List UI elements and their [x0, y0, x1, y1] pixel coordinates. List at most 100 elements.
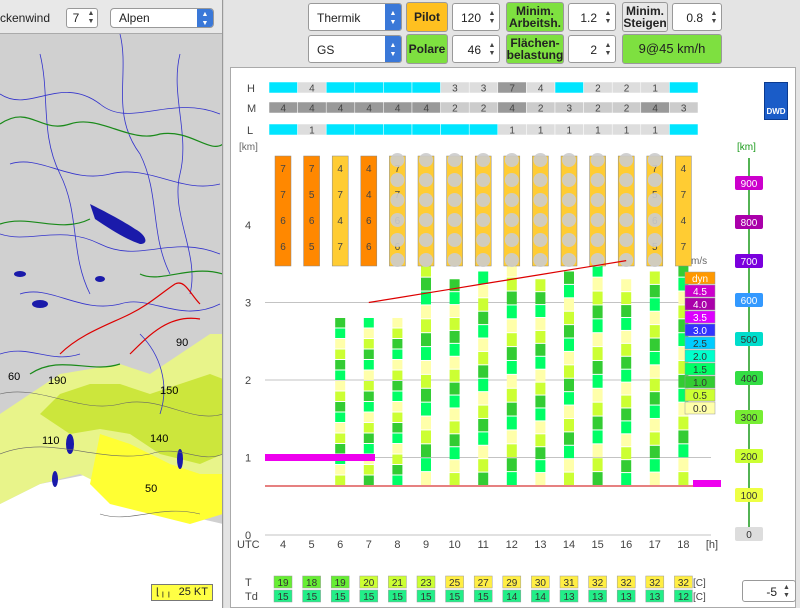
- meteogram: H M L 4 3 3 7 4 2 2 1 4 4 4 4 4 4 2 2 4 2 3 2 2 4 3 1 1 1 1 1 1 1 [km] [km…: [230, 67, 796, 608]
- td-cell: [502, 589, 522, 603]
- td-value: 13: [592, 592, 604, 603]
- thermal-bar-segment: [506, 347, 517, 360]
- thermal-bar-segment: [363, 433, 374, 443]
- cloud-column-value: 7: [280, 190, 286, 201]
- thermal-bar-segment: [649, 378, 660, 392]
- cloud-puff: [590, 213, 605, 227]
- t-value: 29: [506, 578, 518, 589]
- t-value: 30: [535, 578, 547, 589]
- stepper-arrows-icon[interactable]: ▲ ▼: [488, 42, 496, 57]
- thermal-bar-segment: [564, 365, 574, 378]
- stepper-arrows-icon[interactable]: ▲ ▼: [604, 42, 612, 57]
- offset-input[interactable]: -5 ▲ ▼: [742, 580, 796, 602]
- cloud-puff: [647, 233, 662, 247]
- thermal-bar-segment: [363, 381, 374, 391]
- td-cell: [473, 589, 493, 603]
- thermal-bar-segment: [363, 402, 374, 412]
- cloud-column: [417, 155, 435, 267]
- td-value: 15: [363, 592, 375, 603]
- x-tick: 9: [423, 539, 429, 551]
- glider-select[interactable]: GS ▲ ▼: [308, 35, 402, 63]
- min-steigen-value: 0.8: [686, 11, 703, 25]
- cloud-puff: [562, 153, 576, 167]
- thermal-bar-segment: [535, 447, 546, 460]
- thermal-bar-segment: [678, 347, 689, 360]
- cloud-column-value: 4: [681, 216, 687, 227]
- stepper-arrows-icon[interactable]: ▲ ▼: [710, 10, 718, 25]
- thermal-bar-segment: [335, 433, 346, 443]
- thermal-bar-segment: [421, 347, 431, 360]
- mode-select[interactable]: Thermik ▲ ▼: [308, 3, 402, 31]
- td-value: 15: [478, 592, 490, 603]
- thermal-bar-segment: [592, 291, 603, 305]
- right-scale-value: 900: [741, 179, 758, 190]
- flaechen-input[interactable]: 2 ▲ ▼: [568, 35, 616, 63]
- cloud-cell-value: 3: [481, 84, 487, 95]
- min-arbeit-input[interactable]: 1.2 ▲ ▼: [568, 3, 616, 31]
- td-cell: [273, 589, 293, 603]
- cloud-column-value: 7: [337, 190, 343, 201]
- thermal-bar-segment: [535, 382, 546, 395]
- right-scale-value: 200: [741, 452, 758, 463]
- thermal-bar-segment: [506, 333, 517, 347]
- cloud-column-value: 4: [337, 164, 343, 175]
- min-steigen-input[interactable]: 0.8 ▲ ▼: [672, 3, 722, 31]
- cloud-cell: [268, 123, 298, 136]
- thermal-bar-segment: [535, 305, 546, 318]
- thermal-bar-segment: [449, 408, 460, 421]
- cloud-puff: [447, 173, 462, 187]
- wind-stepper[interactable]: 7 ▲ ▼: [66, 8, 98, 28]
- x-tick: [h]: [706, 539, 718, 551]
- polare-input[interactable]: 46 ▲ ▼: [452, 35, 500, 63]
- cloud-puff: [533, 253, 548, 267]
- thermal-bar-segment: [592, 360, 603, 374]
- thermal-bar-segment: [678, 458, 689, 472]
- mode-value: Thermik: [317, 11, 361, 25]
- thermal-bar-segment: [392, 465, 403, 475]
- cloud-column-value: 5: [309, 190, 315, 201]
- stepper-arrows-icon[interactable]: ▲ ▼: [783, 584, 790, 599]
- thermal-bar-segment: [535, 343, 546, 356]
- td-value: 13: [621, 592, 633, 603]
- thermal-bar-segment: [392, 454, 403, 464]
- thermal-bar-segment: [363, 339, 374, 349]
- chevron-updown-icon[interactable]: ▲ ▼: [385, 36, 401, 62]
- thermal-bar-segment: [506, 430, 517, 444]
- cloud-puff: [533, 173, 548, 187]
- thermal-bar-segment: [506, 472, 517, 485]
- thermal-bar-segment: [335, 402, 346, 412]
- thermal-bar-segment: [535, 460, 546, 473]
- thermal-bar-segment: [564, 284, 574, 298]
- stepper-arrows-icon[interactable]: ▲ ▼: [87, 10, 95, 25]
- chevron-updown-icon[interactable]: ▲ ▼: [197, 9, 213, 27]
- thermal-bar-segment: [478, 311, 489, 325]
- legend-swatch: [684, 388, 716, 402]
- thermal-bar-segment: [335, 391, 346, 401]
- cloud-puff: [504, 253, 519, 267]
- stepper-arrows-icon[interactable]: ▲ ▼: [488, 10, 496, 25]
- chevron-updown-icon[interactable]: ▲ ▼: [385, 4, 401, 30]
- thermal-bar-segment: [449, 279, 460, 292]
- right-scale-badge: [735, 488, 763, 502]
- thermal-bar-segment: [592, 472, 603, 485]
- thermal-bar-segment: [449, 382, 460, 395]
- t-cell: [531, 575, 550, 589]
- right-scale-value: 0: [746, 530, 752, 541]
- cloud-cell-value: 4: [366, 104, 372, 115]
- cloud-cell: [468, 123, 499, 136]
- t-value: 32: [678, 578, 690, 589]
- stepper-arrows-icon[interactable]: ▲ ▼: [604, 10, 612, 25]
- pilot-input[interactable]: 120 ▲ ▼: [452, 3, 500, 31]
- td-value: 15: [449, 592, 461, 603]
- thermal-bar-segment: [621, 395, 632, 408]
- thermal-bar-segment: [564, 405, 574, 418]
- map-canvas[interactable]: 90 60 190 150 110 140 50: [0, 34, 223, 608]
- x-tick: 5: [309, 539, 315, 551]
- cloud-cell: [669, 81, 699, 94]
- thermal-bar-segment: [592, 305, 603, 319]
- t-cell: [388, 575, 407, 589]
- result-display: 9@45 km/h: [622, 34, 722, 64]
- cloud-cell: [411, 81, 441, 94]
- region-select[interactable]: Alpen ▲ ▼: [110, 8, 214, 28]
